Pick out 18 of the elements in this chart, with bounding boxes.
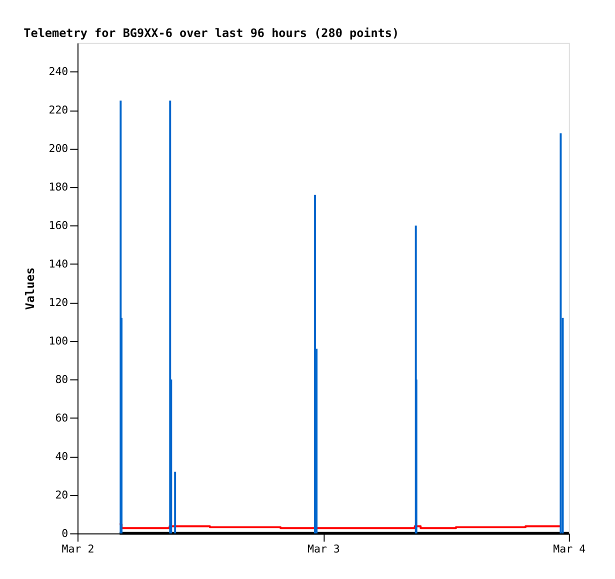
y-tick-label: 40 xyxy=(55,450,68,463)
y-axis-title: Values xyxy=(22,267,37,310)
y-tick-label: 200 xyxy=(48,142,68,156)
x-tick-label: Mar 3 xyxy=(307,542,340,556)
x-tick-label: Mar 2 xyxy=(62,542,94,556)
y-tick-label: 80 xyxy=(55,372,68,386)
y-tick-label: 220 xyxy=(48,104,68,117)
y-tick-label: 140 xyxy=(48,258,68,271)
y-tick-label: 60 xyxy=(55,411,68,424)
chart-title: Telemetry for BG9XX-6 over last 96 hours (280 points) xyxy=(24,26,400,40)
y-tick-label: 100 xyxy=(48,334,68,348)
y-tick-label: 20 xyxy=(55,488,68,502)
y-tick-label: 180 xyxy=(48,180,68,194)
x-tick-label: Mar 4 xyxy=(553,542,586,556)
y-tick-label: 240 xyxy=(48,65,68,78)
y-tick-label: 0 xyxy=(62,526,68,540)
y-tick-label: 160 xyxy=(48,219,68,232)
y-tick-label: 120 xyxy=(48,296,68,309)
